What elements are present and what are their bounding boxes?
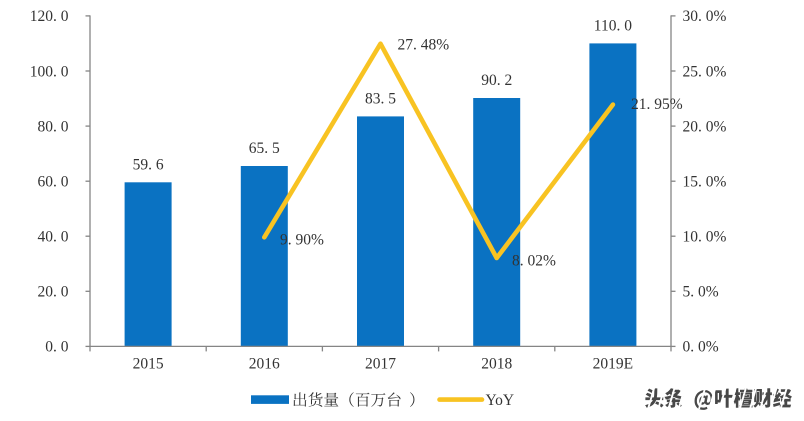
svg-text:10. 0%: 10. 0%	[683, 229, 727, 246]
svg-text:65. 5: 65. 5	[249, 140, 280, 157]
svg-text:120. 0: 120. 0	[30, 8, 69, 25]
svg-text:21. 95%: 21. 95%	[631, 96, 683, 113]
svg-text:9. 90%: 9. 90%	[280, 231, 324, 248]
svg-text:40. 0: 40. 0	[38, 229, 69, 246]
svg-text:59. 6: 59. 6	[133, 156, 164, 173]
svg-text:5. 0%: 5. 0%	[683, 284, 719, 301]
svg-text:0. 0%: 0. 0%	[683, 339, 719, 356]
svg-text:60. 0: 60. 0	[38, 174, 69, 191]
svg-text:110. 0: 110. 0	[594, 17, 632, 34]
svg-text:2018: 2018	[481, 356, 512, 373]
svg-text:2019E: 2019E	[593, 356, 633, 373]
svg-text:2015: 2015	[133, 356, 164, 373]
svg-text:2016: 2016	[249, 356, 280, 373]
svg-text:8. 02%: 8. 02%	[512, 252, 556, 269]
svg-text:20. 0: 20. 0	[38, 284, 69, 301]
svg-text:80. 0: 80. 0	[38, 118, 69, 135]
svg-text:100. 0: 100. 0	[30, 63, 69, 80]
svg-text:30. 0%: 30. 0%	[683, 8, 727, 25]
svg-text:0. 0: 0. 0	[45, 339, 69, 356]
svg-text:2017: 2017	[365, 356, 396, 373]
svg-text:25. 0%: 25. 0%	[683, 63, 727, 80]
svg-text:YoY: YoY	[486, 392, 515, 409]
svg-text:90. 2: 90. 2	[481, 72, 512, 89]
svg-text:83. 5: 83. 5	[365, 90, 396, 107]
svg-text:15. 0%: 15. 0%	[683, 174, 727, 191]
svg-text:20. 0%: 20. 0%	[683, 118, 727, 135]
svg-text:27. 48%: 27. 48%	[398, 37, 450, 54]
